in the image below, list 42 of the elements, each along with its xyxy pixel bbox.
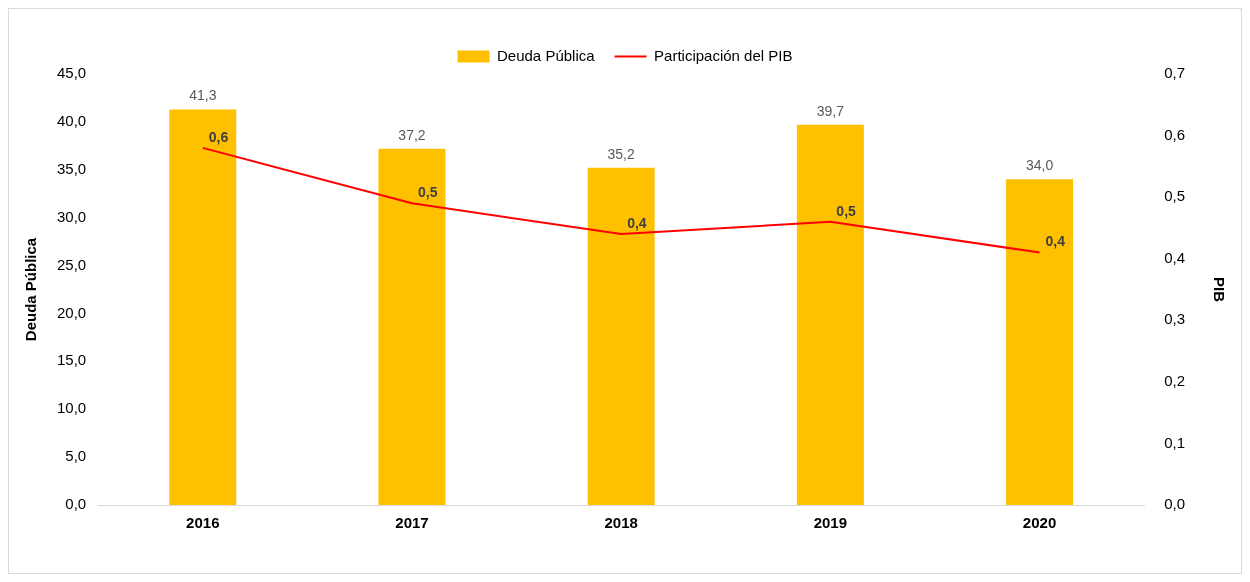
data-label: 35,2 xyxy=(607,145,636,162)
y-tick-label: 30,0 xyxy=(56,207,87,225)
data-label: 0,4 xyxy=(1045,233,1066,250)
y2-tick-label: 0,2 xyxy=(1164,372,1186,389)
y2-tick-label: 0,5 xyxy=(1164,187,1186,205)
data-label: 0,4 xyxy=(627,214,647,231)
y-tick-label: 20,0 xyxy=(56,303,87,321)
bar xyxy=(796,124,864,505)
y2-tick-label: 0,6 xyxy=(1164,125,1186,143)
y-tick-label: 0,0 xyxy=(65,495,87,513)
y2-tick-label: 0,1 xyxy=(1164,433,1186,451)
y-tick-label: 15,0 xyxy=(56,351,87,369)
x-tick-label: 2019 xyxy=(813,514,848,532)
bar xyxy=(378,148,446,505)
bar xyxy=(587,167,655,505)
y-tick-label: 5,0 xyxy=(65,447,87,465)
y2-tick-label: 0,0 xyxy=(1164,495,1186,513)
y-tick-label: 45,0 xyxy=(56,64,87,82)
data-label: 0,5 xyxy=(836,202,857,219)
data-label: 39,7 xyxy=(816,102,845,119)
legend-label: Participación del PIB xyxy=(654,46,793,64)
y-axis-title: Deuda Pública xyxy=(22,237,40,342)
data-label: 37,2 xyxy=(398,126,426,143)
bar xyxy=(169,109,237,505)
y-tick-label: 40,0 xyxy=(56,112,87,130)
x-tick-label: 2017 xyxy=(395,514,429,532)
y2-tick-label: 0,4 xyxy=(1164,248,1186,266)
y-tick-label: 25,0 xyxy=(56,255,87,273)
y2-tick-label: 0,3 xyxy=(1164,310,1186,328)
x-tick-label: 2016 xyxy=(186,514,220,532)
y-tick-label: 10,0 xyxy=(56,399,87,417)
x-tick-label: 2018 xyxy=(604,514,638,532)
y2-tick-label: 0,7 xyxy=(1164,64,1186,82)
y-tick-label: 35,0 xyxy=(56,159,87,177)
data-label: 0,5 xyxy=(417,184,438,201)
data-label: 34,0 xyxy=(1025,157,1054,174)
data-label: 41,3 xyxy=(189,87,217,104)
x-tick-label: 2020 xyxy=(1022,514,1057,532)
legend-label: Deuda Pública xyxy=(497,46,596,64)
y2-axis-title: PIB xyxy=(1210,276,1228,303)
data-label: 0,6 xyxy=(208,128,229,145)
bar xyxy=(1006,179,1074,505)
